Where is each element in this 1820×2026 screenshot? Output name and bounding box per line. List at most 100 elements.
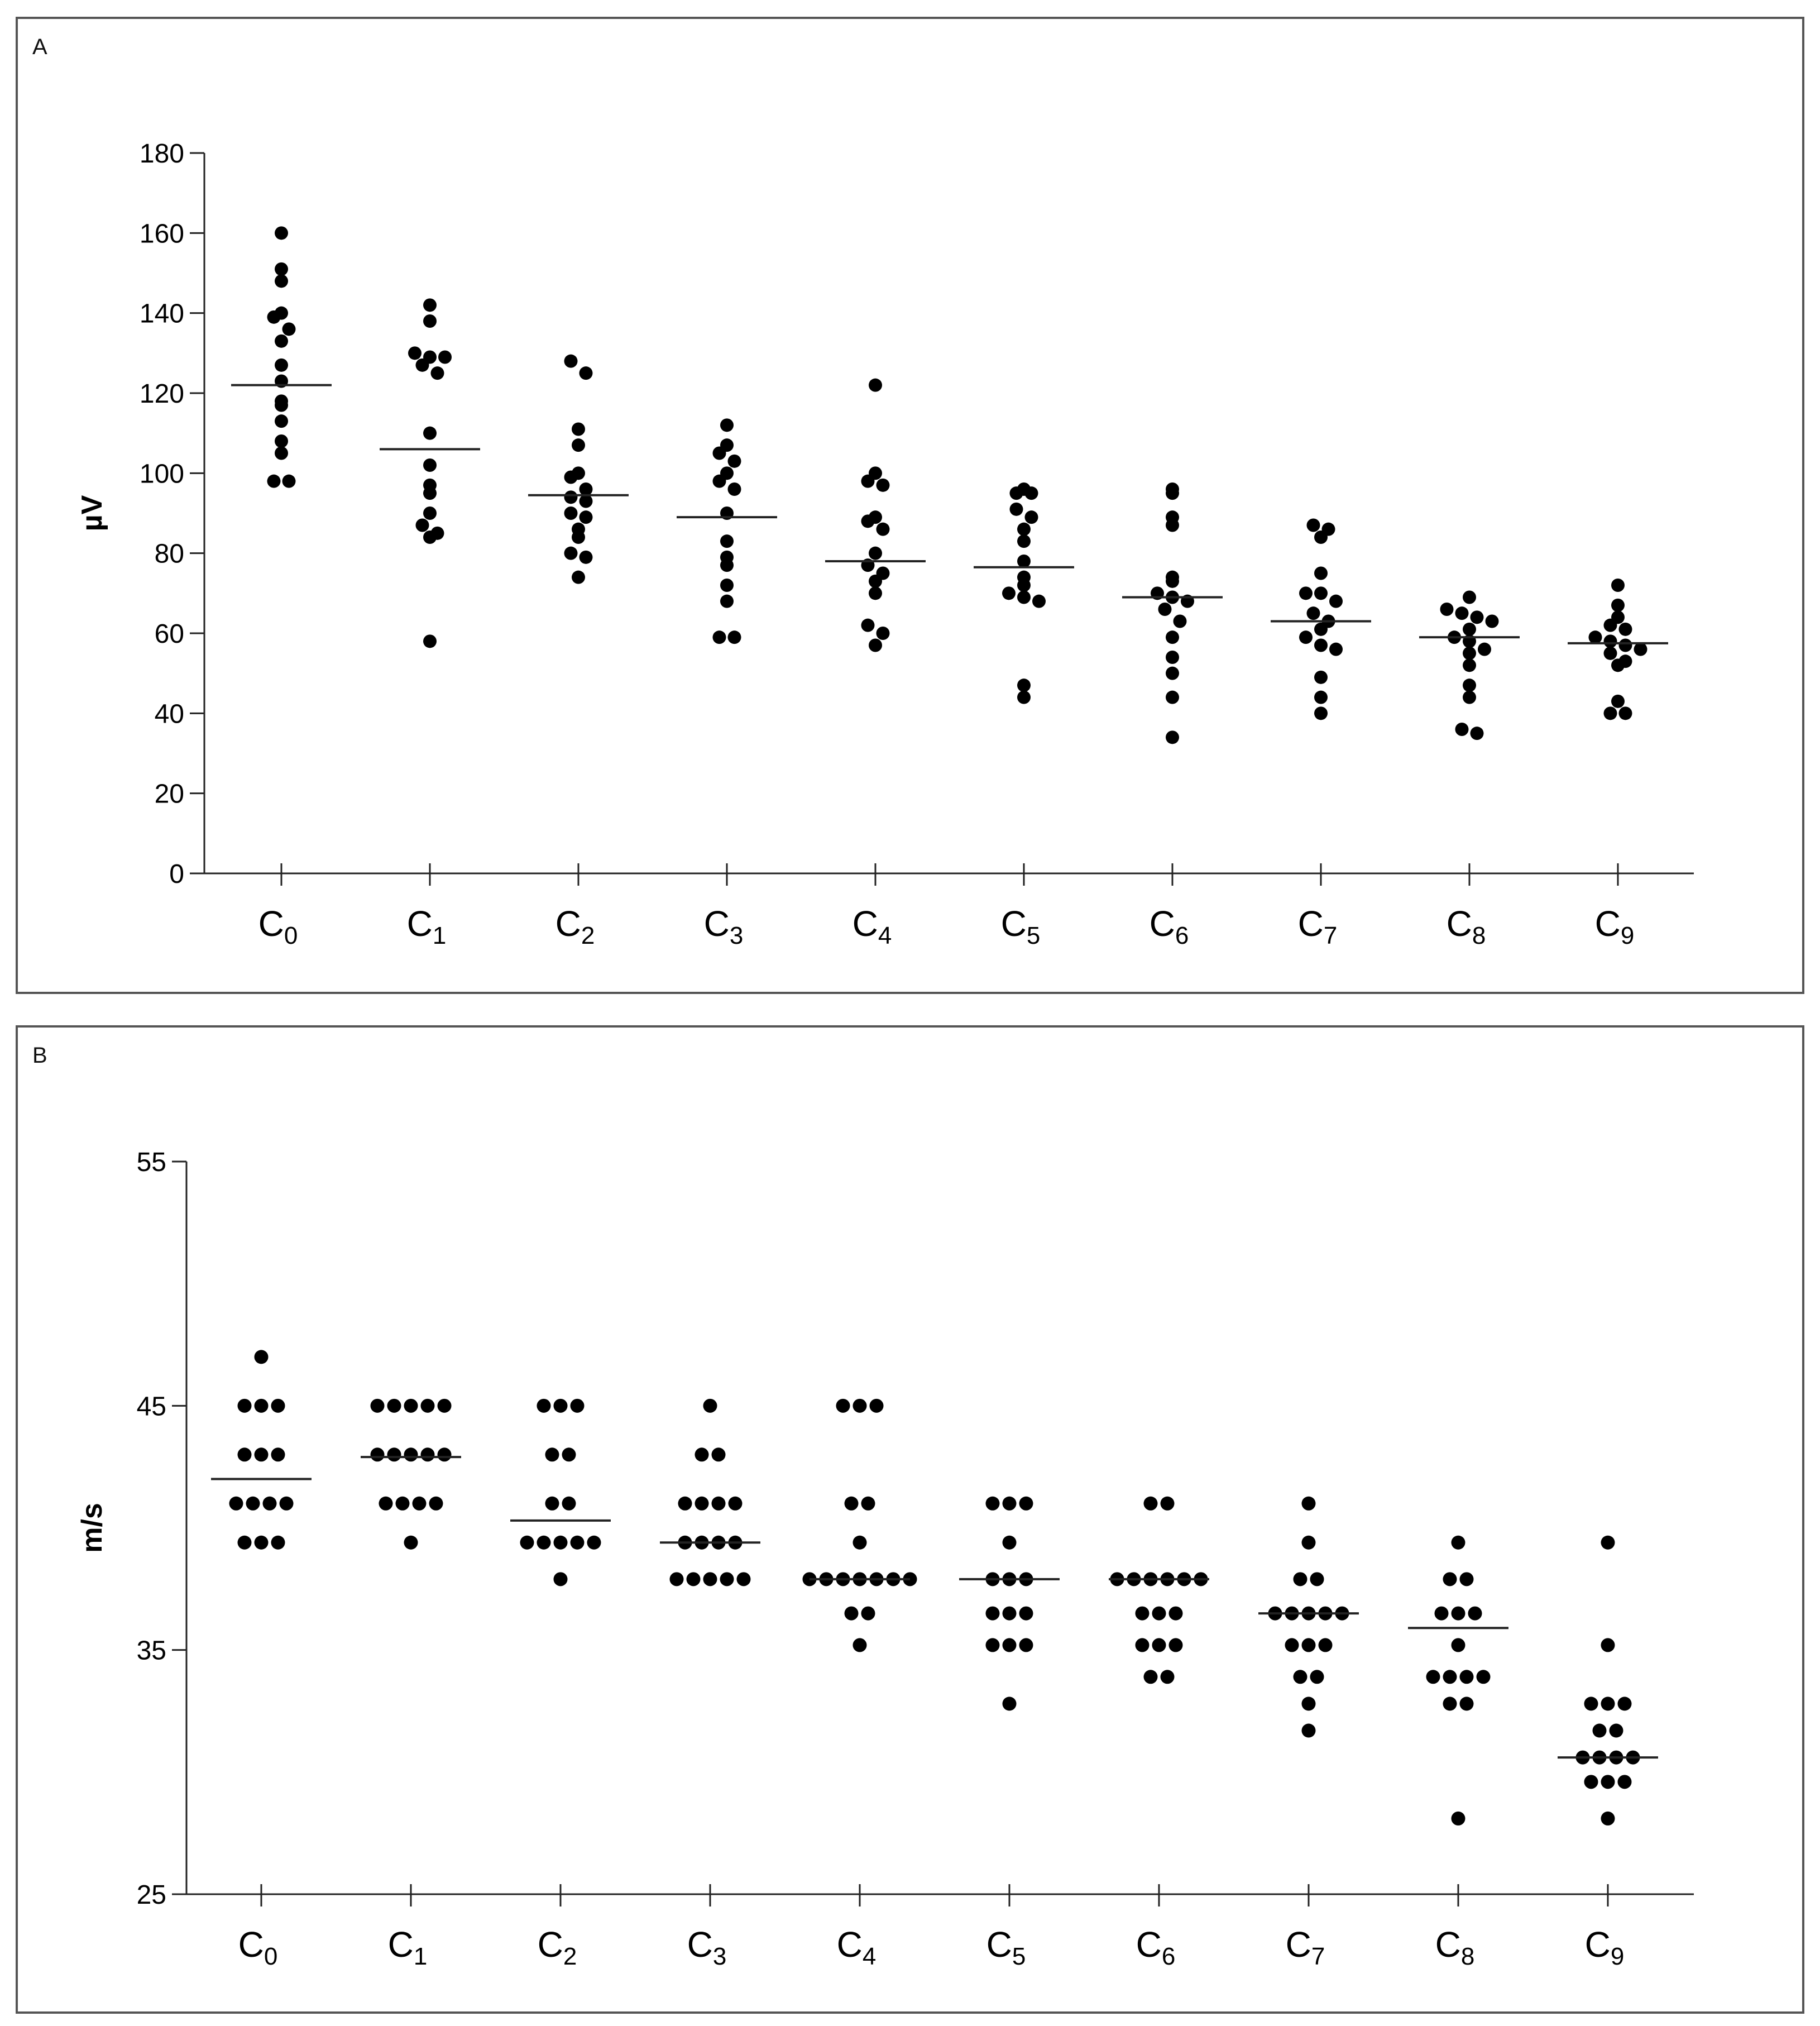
data-point [1168,1606,1183,1621]
data-point [1017,522,1031,536]
data-point [869,378,882,392]
y-tick-label: 120 [140,379,184,409]
data-point [553,1572,568,1587]
x-tick-label: C7 [1298,904,1338,949]
x-tick-label: C5 [986,1924,1026,1970]
data-point [564,546,578,560]
data-point [579,550,593,564]
data-point [1166,690,1179,704]
data-point [370,1398,385,1413]
x-tick-label: C8 [1435,1924,1475,1970]
data-point [1601,1811,1615,1826]
data-point [852,1535,867,1550]
data-point [1603,618,1617,632]
data-point [1301,1535,1316,1550]
x-tick-label: C9 [1585,1924,1625,1970]
data-point [1451,1535,1465,1550]
data-point [1166,630,1179,644]
data-point [703,1572,717,1587]
data-point [720,1572,734,1587]
data-point [1603,634,1617,648]
data-point [1426,1670,1440,1684]
data-point [275,274,288,288]
data-point [669,1572,684,1587]
data-point [267,310,281,324]
data-point [562,1496,576,1511]
data-point [1470,610,1484,624]
data-point [537,1398,551,1413]
data-point [1002,1638,1017,1652]
data-point [1314,622,1328,636]
data-point [1455,723,1469,736]
data-point [420,1398,435,1413]
data-point [1618,706,1632,720]
x-tick-label: C4 [852,904,892,949]
data-point [985,1606,1000,1621]
data-point [985,1496,1000,1511]
y-tick-label: 160 [140,219,184,249]
data-point [282,474,296,488]
data-point [437,1447,452,1462]
data-point [1617,1775,1632,1789]
data-point [1584,1697,1598,1711]
x-tick-label: C3 [704,904,744,949]
data-point [579,482,593,496]
data-point [423,506,437,520]
data-point [1166,574,1179,588]
data-point [1459,1697,1474,1711]
data-point [711,1447,726,1462]
data-point [1299,586,1313,600]
data-point [275,358,288,372]
data-point [275,414,288,428]
data-point [564,354,578,368]
data-point [237,1398,252,1413]
y-tick-label: 40 [155,699,184,729]
data-point [1168,1638,1183,1652]
data-point [572,422,585,436]
data-point [1459,1670,1474,1684]
data-point [720,594,734,608]
y-tick-label: 80 [155,539,184,569]
data-point [1443,1670,1457,1684]
data-point [686,1572,701,1587]
data-point [579,494,593,508]
data-point [1463,646,1476,660]
data-point [985,1638,1000,1652]
data-point [1434,1606,1449,1621]
data-point [423,634,437,648]
panel-label-a: A [32,35,47,59]
data-point [423,531,437,544]
data-point [727,482,741,496]
data-point [553,1398,568,1413]
data-point [711,1496,726,1511]
data-point [423,298,437,312]
data-point [275,434,288,448]
data-point [395,1496,410,1511]
data-point [237,1535,252,1550]
data-point [1017,690,1031,704]
data-point [712,630,726,644]
data-point [415,358,429,372]
data-point [246,1496,260,1511]
data-point [1002,1697,1017,1711]
data-point [1143,1496,1158,1511]
data-point [572,570,585,584]
data-point [564,490,578,504]
data-point [678,1496,692,1511]
data-point [1310,1572,1324,1587]
data-point [1443,1697,1457,1711]
data-point [869,546,882,560]
data-point [1617,1697,1632,1711]
x-tick-label: C1 [407,904,447,949]
data-point [553,1535,568,1550]
data-point [1603,706,1617,720]
data-point [1017,678,1031,692]
data-point [869,638,882,652]
data-point [587,1535,601,1550]
x-tick-label: C2 [538,1924,577,1970]
data-point [275,334,288,348]
chart-b: 25 35 45 55 m/s C0 C1 C2 C3 C4 C5 C6 C7 C8 C9 [76,1148,1694,1970]
data-point [1611,694,1625,708]
data-point [1002,1606,1017,1621]
data-point [1002,1496,1017,1511]
